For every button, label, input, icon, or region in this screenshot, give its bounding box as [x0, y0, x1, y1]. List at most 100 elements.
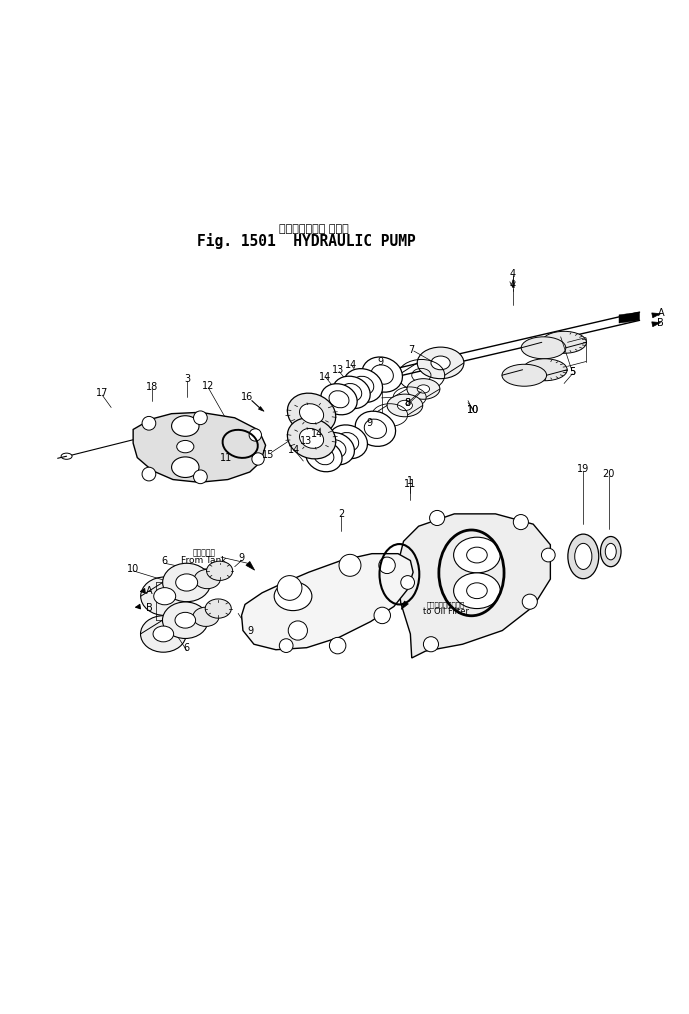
- Ellipse shape: [317, 432, 354, 464]
- Text: to Oil Filter: to Oil Filter: [423, 606, 469, 615]
- Ellipse shape: [325, 440, 346, 457]
- Text: 14: 14: [319, 371, 331, 381]
- Ellipse shape: [575, 544, 592, 570]
- Ellipse shape: [418, 347, 464, 378]
- Circle shape: [194, 469, 207, 484]
- Ellipse shape: [502, 364, 546, 386]
- Text: 10: 10: [127, 564, 139, 574]
- Text: 2: 2: [338, 509, 344, 519]
- Circle shape: [542, 549, 555, 562]
- Ellipse shape: [466, 583, 487, 598]
- Circle shape: [142, 467, 156, 481]
- Ellipse shape: [300, 404, 324, 424]
- Text: 14: 14: [311, 429, 323, 439]
- Circle shape: [142, 417, 156, 430]
- Polygon shape: [652, 321, 661, 327]
- Ellipse shape: [314, 447, 334, 464]
- Text: 13: 13: [300, 436, 312, 446]
- Text: ハイドロリック ポンプ: ハイドロリック ポンプ: [279, 224, 349, 234]
- Ellipse shape: [321, 383, 357, 415]
- Ellipse shape: [287, 418, 336, 459]
- Circle shape: [279, 639, 293, 652]
- Text: 3: 3: [184, 374, 190, 384]
- Polygon shape: [401, 601, 409, 609]
- Ellipse shape: [287, 393, 336, 434]
- Ellipse shape: [176, 440, 194, 453]
- Text: 11: 11: [404, 480, 417, 490]
- Text: 5: 5: [569, 367, 575, 377]
- Polygon shape: [397, 514, 551, 658]
- Ellipse shape: [344, 369, 382, 403]
- Polygon shape: [619, 312, 639, 323]
- Ellipse shape: [600, 536, 621, 567]
- Text: B: B: [657, 318, 664, 329]
- Circle shape: [329, 638, 346, 654]
- Ellipse shape: [341, 383, 362, 402]
- Text: オイルフィルターへ: オイルフィルターへ: [427, 601, 465, 607]
- Text: A: A: [657, 308, 664, 317]
- Ellipse shape: [153, 626, 174, 642]
- Ellipse shape: [371, 365, 393, 384]
- Ellipse shape: [274, 582, 312, 610]
- Ellipse shape: [568, 534, 599, 579]
- Text: 9: 9: [247, 626, 254, 636]
- Ellipse shape: [466, 548, 487, 563]
- Ellipse shape: [193, 607, 219, 627]
- Ellipse shape: [605, 544, 616, 560]
- Ellipse shape: [333, 376, 370, 409]
- Polygon shape: [246, 562, 255, 570]
- Text: 13: 13: [332, 365, 344, 375]
- Ellipse shape: [306, 441, 342, 472]
- Ellipse shape: [329, 390, 349, 408]
- Polygon shape: [258, 407, 264, 412]
- Text: From Tank: From Tank: [181, 556, 227, 565]
- Polygon shape: [294, 395, 331, 443]
- Text: 6: 6: [162, 557, 168, 566]
- Text: 11: 11: [220, 452, 233, 462]
- Ellipse shape: [362, 357, 402, 392]
- Ellipse shape: [141, 615, 186, 652]
- Circle shape: [252, 453, 264, 465]
- Ellipse shape: [154, 588, 176, 604]
- Text: 17: 17: [96, 388, 108, 399]
- Ellipse shape: [175, 612, 196, 628]
- Text: 1: 1: [407, 476, 413, 486]
- Circle shape: [288, 621, 307, 640]
- Text: 9: 9: [378, 357, 384, 367]
- Text: 8: 8: [404, 399, 410, 409]
- Ellipse shape: [300, 428, 324, 448]
- Ellipse shape: [407, 378, 440, 400]
- Circle shape: [249, 429, 261, 441]
- Text: 18: 18: [146, 382, 158, 392]
- Ellipse shape: [163, 563, 211, 601]
- Text: 10: 10: [467, 405, 480, 415]
- Text: 14: 14: [345, 360, 358, 370]
- Circle shape: [194, 411, 207, 425]
- Ellipse shape: [205, 599, 232, 619]
- Text: 15: 15: [261, 450, 274, 459]
- Circle shape: [424, 637, 438, 652]
- Text: 4: 4: [510, 269, 515, 279]
- Ellipse shape: [61, 453, 72, 459]
- Text: 6: 6: [183, 643, 189, 653]
- Text: 5: 5: [569, 367, 575, 377]
- Ellipse shape: [141, 577, 189, 615]
- Text: 20: 20: [602, 469, 615, 479]
- Circle shape: [513, 514, 528, 529]
- Ellipse shape: [329, 425, 367, 458]
- Ellipse shape: [398, 401, 413, 411]
- Ellipse shape: [542, 332, 586, 353]
- Polygon shape: [652, 313, 661, 317]
- Ellipse shape: [176, 574, 198, 591]
- Ellipse shape: [207, 561, 233, 580]
- Text: 14: 14: [288, 445, 300, 455]
- Ellipse shape: [163, 602, 208, 639]
- Text: 4: 4: [510, 280, 515, 290]
- Text: 9: 9: [366, 418, 372, 428]
- Polygon shape: [242, 554, 413, 650]
- Circle shape: [430, 510, 444, 525]
- Ellipse shape: [387, 394, 423, 417]
- Text: 9: 9: [238, 554, 245, 564]
- Polygon shape: [133, 413, 265, 483]
- Ellipse shape: [172, 416, 199, 436]
